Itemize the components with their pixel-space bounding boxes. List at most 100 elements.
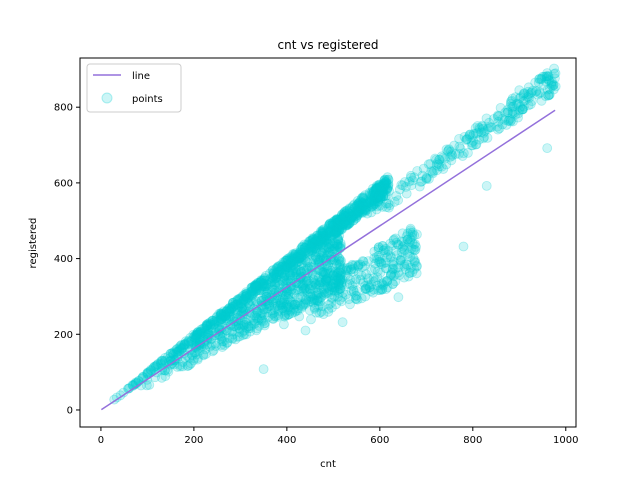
scatter-point	[344, 218, 355, 229]
scatter-point	[327, 293, 338, 304]
scatter-point	[465, 129, 476, 140]
scatter-point	[311, 307, 322, 318]
scatter-point	[339, 207, 350, 218]
scatter-point	[373, 191, 384, 202]
scatter-point	[373, 256, 384, 267]
scatter-point	[342, 279, 353, 290]
scatter-point	[548, 80, 559, 90]
x-tick-label: 0	[98, 435, 104, 446]
scatter-point	[294, 252, 305, 263]
scatter-point	[423, 173, 434, 184]
scatter-point	[232, 300, 243, 311]
scatter-point	[335, 212, 346, 222]
scatter-point	[353, 198, 364, 209]
scatter-point	[346, 264, 357, 275]
scatter-point	[300, 256, 311, 267]
scatter-point	[360, 280, 371, 291]
scatter-point	[257, 275, 268, 286]
scatter-point	[334, 283, 345, 294]
scatter-point	[346, 212, 357, 223]
scatter-point	[404, 267, 415, 278]
scatter-point	[214, 308, 225, 319]
scatter-point	[297, 280, 308, 291]
scatter-point	[396, 252, 407, 263]
scatter-point	[313, 233, 324, 244]
scatter-point	[174, 342, 185, 353]
scatter-point	[374, 181, 385, 192]
scatter-point	[363, 280, 374, 291]
scatter-point	[335, 262, 346, 273]
scatter-point	[407, 229, 418, 240]
scatter-point	[350, 201, 361, 212]
scatter-point	[372, 182, 383, 193]
scatter-point	[320, 268, 331, 279]
scatter-point	[335, 273, 346, 284]
scatter-point	[333, 274, 344, 285]
scatter-point	[221, 313, 232, 324]
scatter-point	[337, 219, 348, 230]
scatter-point	[353, 200, 364, 211]
scatter-point	[144, 379, 155, 390]
scatter-point	[327, 220, 338, 231]
scatter-point	[295, 267, 306, 278]
scatter-point	[308, 243, 319, 254]
scatter-point	[370, 185, 381, 196]
scatter-point	[279, 310, 290, 321]
scatter-point	[398, 241, 409, 252]
scatter-point	[390, 276, 401, 287]
scatter-point	[364, 187, 375, 198]
scatter-point	[379, 179, 390, 190]
scatter-point	[386, 269, 397, 280]
scatter-point	[186, 335, 197, 346]
scatter-point	[344, 215, 355, 226]
scatter-point	[279, 262, 290, 272]
x-tick-label: 200	[184, 435, 203, 446]
scatter-point	[378, 178, 389, 189]
scatter-point	[258, 278, 269, 289]
scatter-point	[191, 331, 202, 342]
scatter-point	[418, 163, 429, 174]
scatter-point	[236, 302, 247, 313]
scatter-point	[378, 184, 389, 195]
scatter-point	[353, 260, 364, 271]
scatter-point	[315, 237, 326, 248]
scatter-point	[397, 180, 408, 191]
scatter-point	[540, 91, 551, 101]
scatter-point	[371, 180, 382, 191]
scatter-point	[330, 228, 341, 239]
scatter-point	[331, 224, 342, 235]
scatter-point	[286, 299, 297, 310]
scatter-point	[313, 279, 324, 290]
scatter-point	[341, 205, 352, 216]
scatter-point	[312, 275, 323, 286]
scatter-point	[369, 246, 380, 257]
scatter-point	[304, 296, 315, 307]
scatter-point	[353, 207, 364, 218]
scatter-point	[260, 272, 270, 283]
scatter-point	[406, 172, 417, 183]
scatter-point	[316, 231, 327, 242]
scatter-point	[360, 199, 371, 210]
scatter-point	[277, 264, 288, 275]
scatter-point	[388, 271, 399, 282]
scatter-point	[301, 285, 312, 296]
scatter-point	[336, 280, 347, 291]
scatter-point	[197, 327, 208, 338]
scatter-point	[157, 356, 168, 367]
scatter-point	[334, 266, 344, 277]
scatter-point	[370, 264, 380, 274]
scatter-point	[322, 283, 333, 294]
scatter-point	[366, 199, 377, 210]
scatter-point	[425, 159, 436, 169]
scatter-point	[293, 251, 303, 262]
scatter-point	[289, 250, 300, 261]
scatter-point	[409, 255, 420, 266]
scatter-point	[350, 211, 361, 222]
scatter-point	[517, 104, 528, 115]
scatter-point	[323, 247, 334, 258]
scatter-point	[302, 257, 313, 268]
scatter-point	[331, 221, 342, 231]
scatter-point	[253, 279, 264, 289]
scatter-point	[285, 277, 296, 288]
scatter-point	[310, 236, 321, 247]
